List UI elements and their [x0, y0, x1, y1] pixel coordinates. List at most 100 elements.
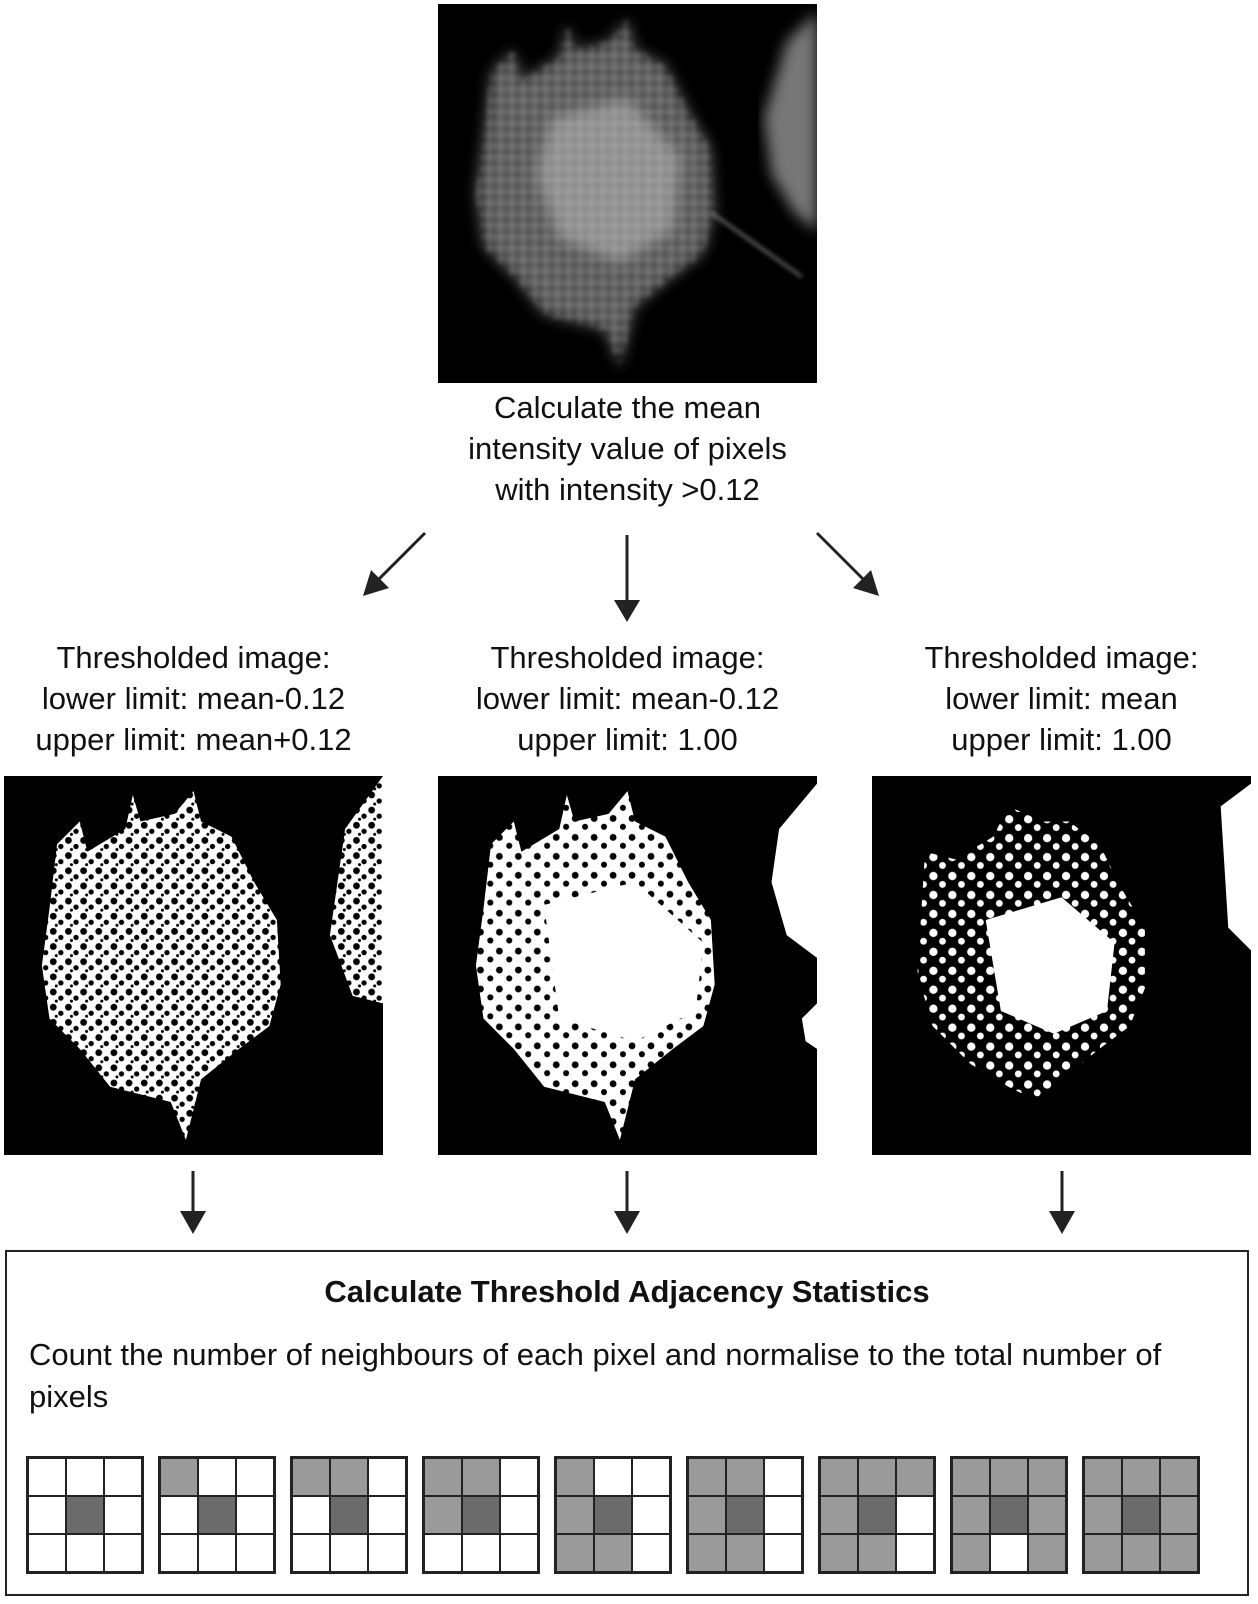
neighbour-grid-5	[686, 1456, 804, 1574]
empty-pixel	[632, 1496, 670, 1534]
neighbour-grid-6	[818, 1456, 936, 1574]
caption-line: lower limit: mean-0.12	[475, 681, 780, 716]
caption-line: Thresholded image:	[490, 640, 765, 675]
empty-pixel	[764, 1534, 802, 1572]
caption-line: Thresholded image:	[56, 640, 331, 675]
neighbour-pixel	[1084, 1496, 1122, 1534]
neighbour-grid-7	[950, 1456, 1068, 1574]
neighbour-pixel	[556, 1496, 594, 1534]
neighbour-pixel	[330, 1458, 368, 1496]
mean-intensity-step-text: Calculate the mean intensity value of pi…	[438, 387, 817, 510]
empty-pixel	[160, 1534, 198, 1572]
center-pixel	[726, 1496, 764, 1534]
arrow-down-1-head	[180, 1211, 206, 1234]
empty-pixel	[764, 1496, 802, 1534]
neighbour-pixel	[424, 1496, 462, 1534]
neighbour-pixel	[952, 1534, 990, 1572]
empty-pixel	[462, 1534, 500, 1572]
empty-pixel	[632, 1534, 670, 1572]
empty-pixel	[368, 1534, 406, 1572]
center-pixel	[990, 1496, 1028, 1534]
empty-pixel	[66, 1458, 104, 1496]
tas-panel: Calculate Threshold Adjacency Statistics…	[5, 1250, 1249, 1596]
empty-pixel	[104, 1458, 142, 1496]
step-line: intensity value of pixels	[468, 431, 787, 466]
neighbour-pixel	[990, 1458, 1028, 1496]
empty-pixel	[594, 1458, 632, 1496]
arrow-left-head	[363, 570, 389, 596]
empty-pixel	[330, 1534, 368, 1572]
empty-pixel	[104, 1534, 142, 1572]
neighbour-pixel	[1160, 1496, 1198, 1534]
neighbour-grid-3	[422, 1456, 540, 1574]
caption-line: lower limit: mean	[945, 681, 1178, 716]
arrow-right-head	[853, 570, 879, 596]
neighbour-pixel	[1160, 1458, 1198, 1496]
neighbour-pixel	[726, 1534, 764, 1572]
neighbour-pixel	[556, 1534, 594, 1572]
tas-description: Count the number of neighbours of each p…	[29, 1337, 1162, 1414]
empty-pixel	[896, 1496, 934, 1534]
neighbour-pixel	[952, 1496, 990, 1534]
empty-pixel	[990, 1534, 1028, 1572]
center-pixel	[858, 1496, 896, 1534]
arrow-down-3-head	[1049, 1211, 1075, 1234]
thresholded-image-3	[872, 776, 1251, 1155]
caption-line: upper limit: 1.00	[951, 722, 1172, 757]
caption-line: lower limit: mean-0.12	[41, 681, 346, 716]
original-micrograph	[438, 4, 817, 383]
center-pixel	[1122, 1496, 1160, 1534]
empty-pixel	[236, 1458, 274, 1496]
arrow-down-2-head	[614, 1211, 640, 1234]
neighbour-grid-2	[290, 1456, 408, 1574]
neighbour-pixel	[820, 1534, 858, 1572]
empty-pixel	[896, 1534, 934, 1572]
neighbour-pixel	[688, 1496, 726, 1534]
neighbour-grid-1	[158, 1456, 276, 1574]
neighbour-pixel	[726, 1458, 764, 1496]
empty-pixel	[236, 1534, 274, 1572]
neighbour-pixel	[1028, 1534, 1066, 1572]
center-pixel	[66, 1496, 104, 1534]
empty-pixel	[500, 1534, 538, 1572]
center-pixel	[462, 1496, 500, 1534]
empty-pixel	[66, 1534, 104, 1572]
step-line: with intensity >0.12	[495, 472, 760, 507]
neighbour-pixel	[1122, 1458, 1160, 1496]
empty-pixel	[104, 1496, 142, 1534]
center-pixel	[330, 1496, 368, 1534]
empty-pixel	[292, 1496, 330, 1534]
empty-pixel	[28, 1458, 66, 1496]
empty-pixel	[368, 1458, 406, 1496]
neighbour-pixel	[424, 1458, 462, 1496]
center-pixel	[198, 1496, 236, 1534]
neighbour-pixel	[858, 1534, 896, 1572]
empty-pixel	[236, 1496, 274, 1534]
neighbour-grid-4	[554, 1456, 672, 1574]
empty-pixel	[160, 1496, 198, 1534]
neighbour-pixel	[858, 1458, 896, 1496]
neighbour-pixel	[160, 1458, 198, 1496]
neighbour-pixel	[1160, 1534, 1198, 1572]
thresholded-image-1	[4, 776, 383, 1155]
center-pixel	[594, 1496, 632, 1534]
neighbour-grid-0	[26, 1456, 144, 1574]
neighbour-pixel	[820, 1458, 858, 1496]
neighbour-pixel	[896, 1458, 934, 1496]
empty-pixel	[292, 1534, 330, 1572]
neighbour-pixel	[1028, 1458, 1066, 1496]
empty-pixel	[28, 1534, 66, 1572]
neighbour-pixel	[1084, 1534, 1122, 1572]
threshold-caption-3: Thresholded image: lower limit: mean upp…	[872, 637, 1251, 760]
empty-pixel	[424, 1534, 462, 1572]
arrow-left	[375, 531, 427, 583]
neighbour-pixel	[594, 1534, 632, 1572]
empty-pixel	[632, 1458, 670, 1496]
empty-pixel	[764, 1458, 802, 1496]
empty-pixel	[500, 1496, 538, 1534]
caption-line: Thresholded image:	[924, 640, 1199, 675]
neighbour-pixel	[1028, 1496, 1066, 1534]
caption-line: upper limit: 1.00	[517, 722, 738, 757]
empty-pixel	[500, 1458, 538, 1496]
